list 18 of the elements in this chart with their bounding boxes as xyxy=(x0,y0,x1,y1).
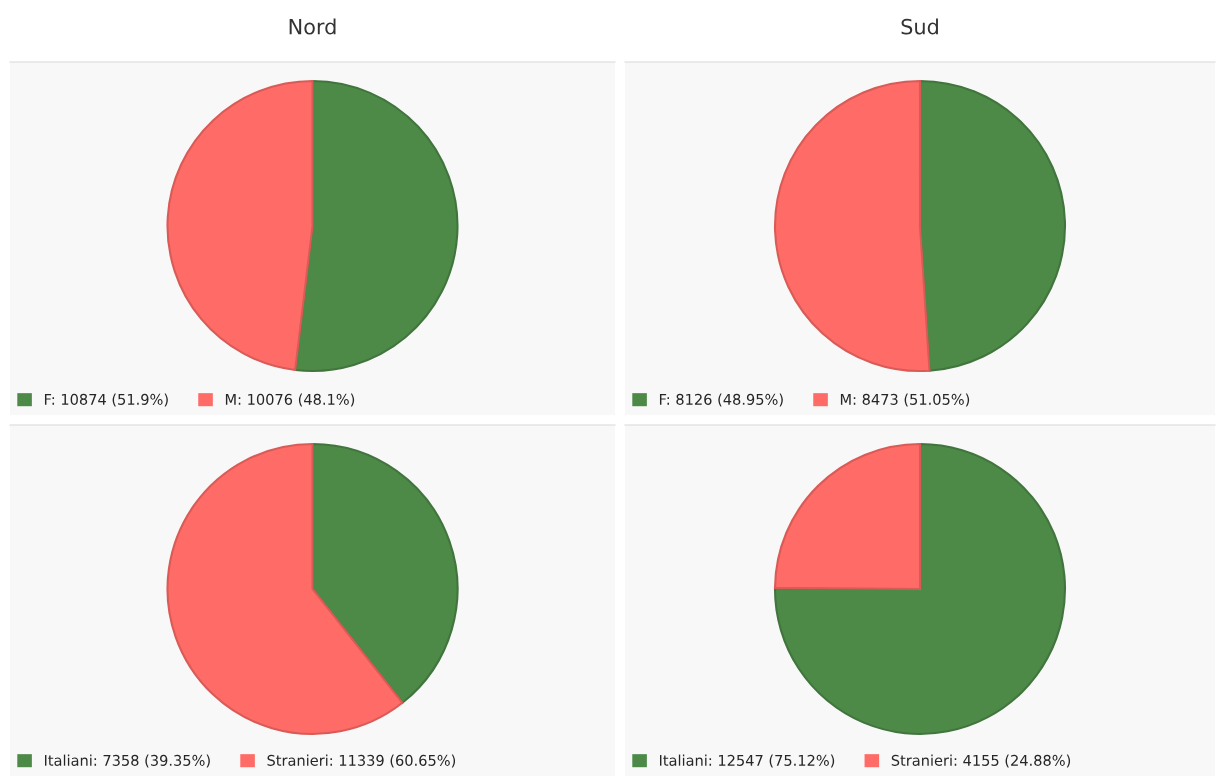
pie-slice xyxy=(166,442,404,736)
legend-label: Stranieri: 4155 (24.88%) xyxy=(891,754,1071,768)
legend-label: Italiani: 7358 (39.35%) xyxy=(44,754,210,768)
pie-slice xyxy=(311,442,459,704)
pie-slice xyxy=(773,442,922,591)
chart-title: Sud xyxy=(901,18,938,35)
chart-title: Nord xyxy=(289,18,336,35)
pie-slice xyxy=(773,79,931,373)
legend-label: Italiani: 12547 (75.12%) xyxy=(659,754,835,768)
pie-slice xyxy=(773,442,1067,736)
pie-slice xyxy=(918,79,1066,372)
legend-label: M: 10076 (48.1%) xyxy=(225,393,355,407)
pie-slice xyxy=(166,79,314,371)
legend-label: Stranieri: 11339 (60.65%) xyxy=(267,754,456,768)
pie-slice xyxy=(294,79,459,373)
legend-label: M: 8473 (51.05%) xyxy=(840,393,970,407)
legend-label: F: 10874 (51.9%) xyxy=(44,393,168,407)
legend-label: F: 8126 (48.95%) xyxy=(659,393,783,407)
